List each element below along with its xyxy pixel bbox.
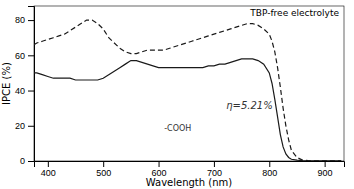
y-tick-mark (28, 126, 34, 127)
title: TBP-free electrolyte (249, 8, 339, 18)
x-tick-mark (103, 161, 104, 167)
annotation: -COOH (164, 124, 191, 133)
y-tick-mark (28, 91, 34, 92)
y-tick-mark (28, 161, 34, 162)
x-tick-mark (325, 161, 326, 167)
x-axis-line (35, 162, 345, 168)
x-tick: 500 (96, 161, 111, 178)
plot-frame (34, 6, 344, 161)
series-line (34, 59, 341, 161)
y-tick: 20 (15, 121, 34, 131)
annotation: η=5.21% (226, 100, 272, 111)
x-tick: 600 (152, 161, 167, 178)
y-tick-label: 0 (20, 156, 25, 166)
x-tick: 800 (262, 161, 277, 178)
y-tick-mark (28, 20, 34, 21)
y-tick-label: 60 (15, 51, 25, 61)
y-tick: 80 (15, 15, 34, 25)
y-axis-line (28, 7, 35, 162)
chart: 400 500 600 700 800 900 0 20 40 60 80 TBP-free elec… (0, 0, 354, 189)
x-tick-label: 400 (41, 168, 56, 178)
x-axis-label: Wavelength (nm) (146, 177, 232, 188)
y-tick-label: 40 (15, 86, 25, 96)
x-tick-mark (269, 161, 270, 167)
x-tick: 900 (318, 161, 333, 178)
y-tick-label: 20 (15, 121, 25, 131)
x-tick-label: 800 (262, 168, 277, 178)
y-tick: 40 (15, 86, 34, 96)
y-tick-mark (28, 55, 34, 56)
y-tick: 0 (20, 156, 34, 166)
x-tick-mark (48, 161, 49, 167)
y-tick-label: 80 (15, 15, 25, 25)
lines (34, 20, 341, 161)
x-tick-mark (214, 161, 215, 167)
y-tick: 60 (15, 51, 34, 61)
x-axis: 400 500 600 700 800 900 (35, 161, 345, 178)
x-tick: 400 (41, 161, 56, 178)
plot: 400 500 600 700 800 900 0 20 40 60 80 TBP-free elec… (15, 6, 345, 178)
x-tick-label: 900 (318, 168, 333, 178)
y-axis: 0 20 40 60 80 (15, 7, 35, 167)
series-line (34, 20, 341, 161)
x-tick: 700 (207, 161, 222, 178)
y-axis-label: IPCE (%) (1, 62, 12, 105)
x-tick-mark (159, 161, 160, 167)
x-tick-label: 500 (96, 168, 111, 178)
